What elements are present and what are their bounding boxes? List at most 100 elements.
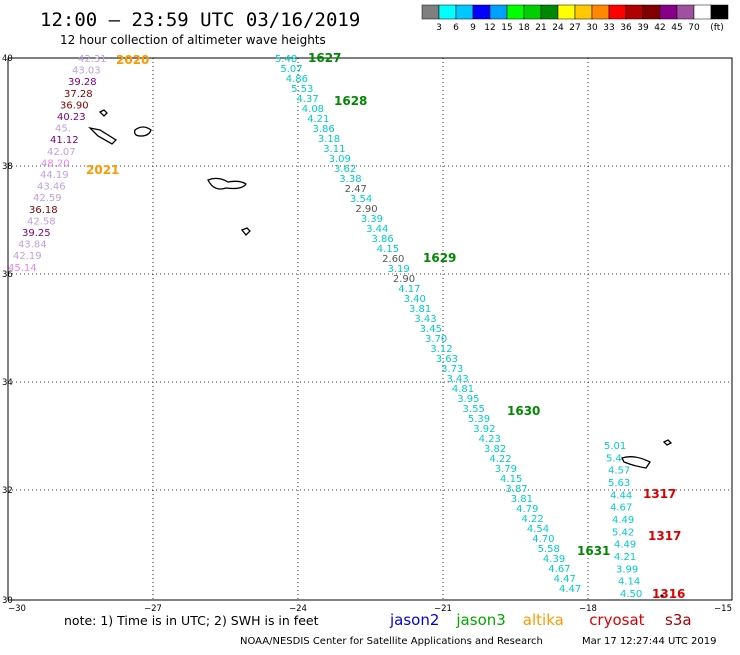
wave-height-value: 4.47 [554, 574, 576, 585]
wave-height-value: 4.37 [296, 94, 318, 105]
wave-height-value: 3.43 [414, 314, 436, 325]
wave-height-value: 4.79 [516, 504, 538, 515]
wave-height-value: 3.73 [441, 364, 463, 375]
color-scale-label: (ft) [710, 23, 724, 33]
wave-height-value: 45. [55, 124, 71, 135]
wave-height-value: 42.19 [13, 251, 42, 262]
wave-height-value: 3.40 [404, 294, 426, 305]
color-swatch [421, 4, 440, 20]
island-flores [98, 109, 108, 117]
wave-height-value: 37.28 [64, 89, 93, 100]
wave-height-value: 3.38 [339, 174, 361, 185]
wave-height-value: 4.14 [618, 577, 640, 588]
satellite-legend: jason2 jason3 altika cryosat s3a [389, 611, 692, 629]
island-graciosa [133, 126, 152, 137]
color-scale-legend: 3 6 9 12 15 18 21 24 27 30 33 36 39 42 45 70 (ft) [421, 4, 729, 33]
wave-height-value: 39.28 [68, 77, 97, 88]
lat-tick-label: 34 [2, 378, 13, 388]
color-scale-label: 42 [654, 23, 665, 33]
wave-height-value: 5.58 [538, 544, 560, 555]
wave-height-value: 3.18 [318, 134, 340, 145]
wave-height-value: 3.45 [420, 324, 442, 335]
color-scale-label: 24 [552, 23, 564, 33]
wave-height-value: 2.47 [345, 184, 367, 195]
color-scale-label: 3 [436, 23, 442, 33]
wave-height-value: 42.58 [27, 216, 56, 227]
wave-height-value: 3.70 [425, 334, 447, 345]
island-santa-maria [240, 227, 251, 236]
pass-time-label: 1317 [643, 487, 676, 501]
wave-height-value: 42.59 [33, 193, 62, 204]
wave-height-value: 3.86 [313, 124, 335, 135]
lon-tick-label: −24 [289, 604, 307, 614]
color-scale-label: 30 [586, 23, 598, 33]
color-scale-label: 36 [620, 23, 632, 33]
satellite-legend-item: s3a [665, 611, 692, 629]
pass-time-label: 1631 [577, 544, 610, 558]
color-swatch [659, 4, 678, 20]
lat-tick-label: 36 [2, 270, 13, 280]
wave-height-value: 3.54 [350, 194, 372, 205]
wave-height-value: 43.84 [18, 240, 47, 251]
wave-height-value: 3.81 [511, 494, 533, 505]
color-swatch [676, 4, 695, 20]
pass-time-label: 1627 [308, 51, 341, 65]
pass-time-label: 1630 [507, 404, 540, 418]
color-swatch [540, 4, 559, 20]
color-scale-label: 18 [518, 23, 530, 33]
lat-tick-label: 32 [2, 486, 13, 496]
color-scale-label: 39 [637, 23, 649, 33]
wave-height-value: 4.21 [307, 114, 329, 125]
wave-height-value: 3.43 [446, 374, 468, 385]
wave-height-value: 4.49 [612, 515, 634, 526]
wave-height-value: 3.19 [388, 264, 410, 275]
generation-timestamp: Mar 17 12:27:44 UTC 2019 [582, 636, 717, 647]
color-scale-label: 70 [688, 23, 700, 33]
wave-height-value: 5.53 [291, 84, 313, 95]
island-porto-santo [662, 439, 673, 446]
satellite-legend-item: jason2 [389, 611, 439, 629]
pass-time-label: 1317 [648, 529, 681, 543]
color-swatch [642, 4, 661, 20]
wave-height-value: 42.07 [47, 147, 76, 158]
wave-height-value: 4.86 [286, 74, 308, 85]
color-swatch [557, 4, 576, 20]
wave-height-value: 36.18 [29, 205, 58, 216]
color-swatch [472, 4, 491, 20]
color-swatch [693, 4, 712, 20]
wave-height-value: 2.60 [382, 254, 404, 265]
wave-height-value: 3.92 [473, 424, 495, 435]
wave-height-value: 3.62 [334, 164, 356, 175]
wave-height-value: 4.70 [532, 534, 554, 545]
wave-height-value: 4.39 [543, 554, 565, 565]
color-scale-label: 27 [569, 23, 580, 33]
lon-tick-label: −15 [714, 604, 732, 614]
wave-height-value: 3.95 [457, 394, 479, 405]
color-swatch [574, 4, 593, 20]
wave-height-value: 4.57 [608, 466, 630, 477]
map-frame [7, 57, 733, 601]
wave-height-value: 4.15 [377, 244, 399, 255]
wave-height-value: 4.49 [614, 540, 636, 551]
wave-height-value: 36.90 [60, 100, 89, 111]
wave-height-value: 5.63 [608, 478, 630, 489]
satellite-legend-item: altika [523, 611, 564, 629]
lat-tick-label: 30 [2, 596, 13, 606]
lat-tick-label: 40 [2, 54, 13, 64]
lon-tick-label: −27 [144, 604, 162, 614]
wave-height-value: 3.79 [495, 464, 517, 475]
wave-height-value: 3.86 [371, 234, 393, 245]
color-swatch [608, 4, 627, 20]
wave-height-value: 43.46 [37, 182, 66, 193]
color-scale-label: 9 [470, 23, 476, 33]
wave-height-value: 3.87 [505, 484, 527, 495]
color-scale-label: 21 [535, 23, 546, 33]
island-madeira [621, 456, 651, 469]
wave-height-value: 5.48 [275, 54, 297, 65]
wave-height-value: 43.03 [72, 66, 101, 77]
color-swatch [710, 4, 729, 20]
satellite-legend-item: jason3 [455, 611, 505, 629]
footer-note: note: 1) Time is in UTC; 2) SWH is in fe… [64, 613, 319, 628]
wave-height-value: 3.09 [329, 154, 351, 165]
